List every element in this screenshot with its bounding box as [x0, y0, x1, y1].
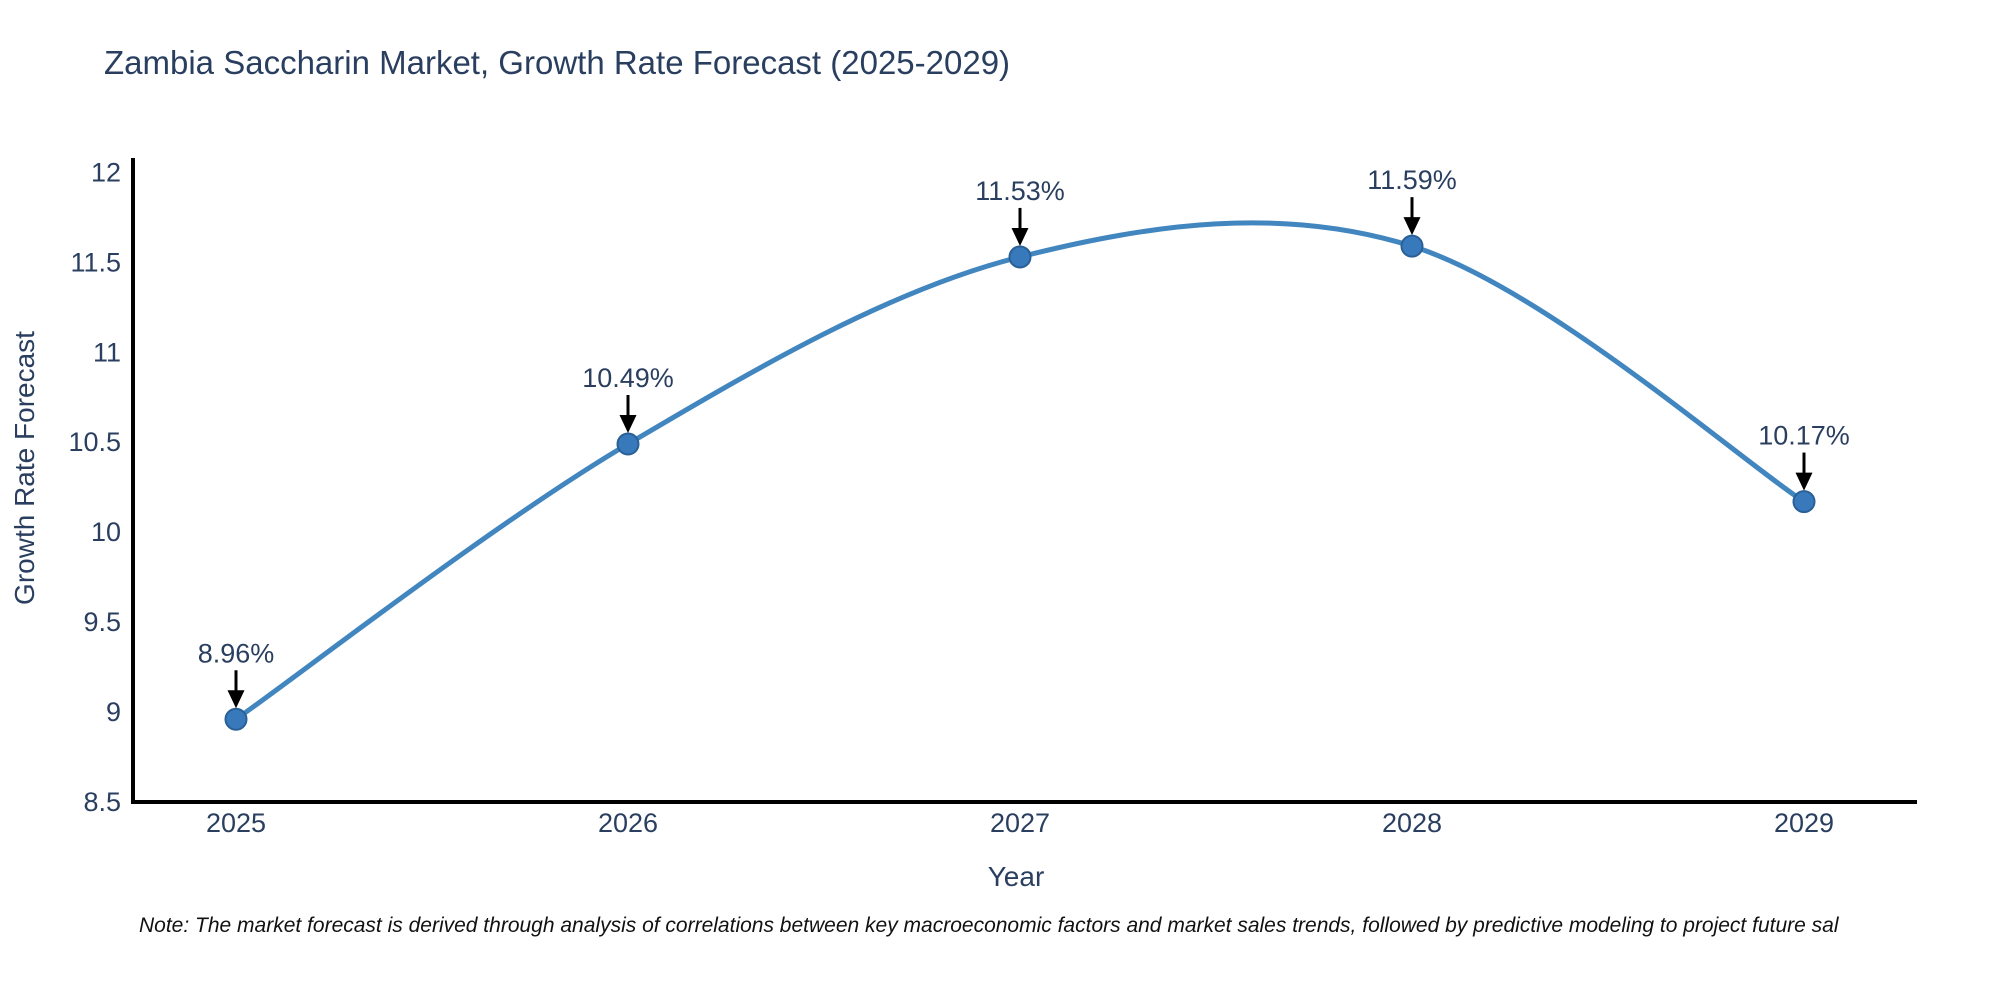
x-tick-label: 2026: [598, 808, 658, 838]
y-axis-title: Growth Rate Forecast: [9, 331, 40, 605]
forecast-line: [233, 220, 1807, 722]
data-point-label: 8.96%: [198, 638, 275, 668]
annotation-arrowhead-icon: [1011, 227, 1029, 246]
data-point[interactable]: [224, 707, 248, 731]
data-point[interactable]: [616, 432, 640, 456]
x-tick-label: 2029: [1774, 808, 1834, 838]
x-tick-label: 2025: [206, 808, 266, 838]
y-tick-label: 10.5: [68, 427, 121, 457]
data-point[interactable]: [1792, 490, 1816, 514]
annotation-arrowhead-icon: [227, 690, 245, 709]
x-axis-title: Year: [988, 861, 1045, 892]
annotation-arrowhead-icon: [1403, 217, 1421, 236]
y-tick-label: 11.5: [70, 247, 121, 277]
y-tick-label: 9.5: [83, 607, 121, 637]
footnote: Note: The market forecast is derived thr…: [139, 914, 1839, 937]
x-tick-label: 2027: [990, 808, 1050, 838]
data-point-label: 10.17%: [1758, 421, 1850, 451]
x-tick-label: 2028: [1382, 808, 1442, 838]
data-point-label: 10.49%: [582, 363, 674, 393]
annotation-arrowhead-icon: [1795, 472, 1813, 491]
annotation-arrowhead-icon: [619, 415, 637, 434]
y-tick-label: 12: [91, 157, 121, 187]
data-point[interactable]: [1008, 245, 1032, 269]
data-point-label: 11.59%: [1367, 165, 1457, 195]
y-tick-label: 9: [106, 697, 121, 727]
data-point-label: 11.53%: [975, 176, 1065, 206]
y-tick-label: 8.5: [83, 787, 121, 817]
y-tick-label: 10: [91, 517, 121, 547]
data-point[interactable]: [1400, 234, 1424, 258]
y-tick-label: 11: [93, 337, 121, 367]
chart-title: Zambia Saccharin Market, Growth Rate For…: [104, 44, 1011, 81]
